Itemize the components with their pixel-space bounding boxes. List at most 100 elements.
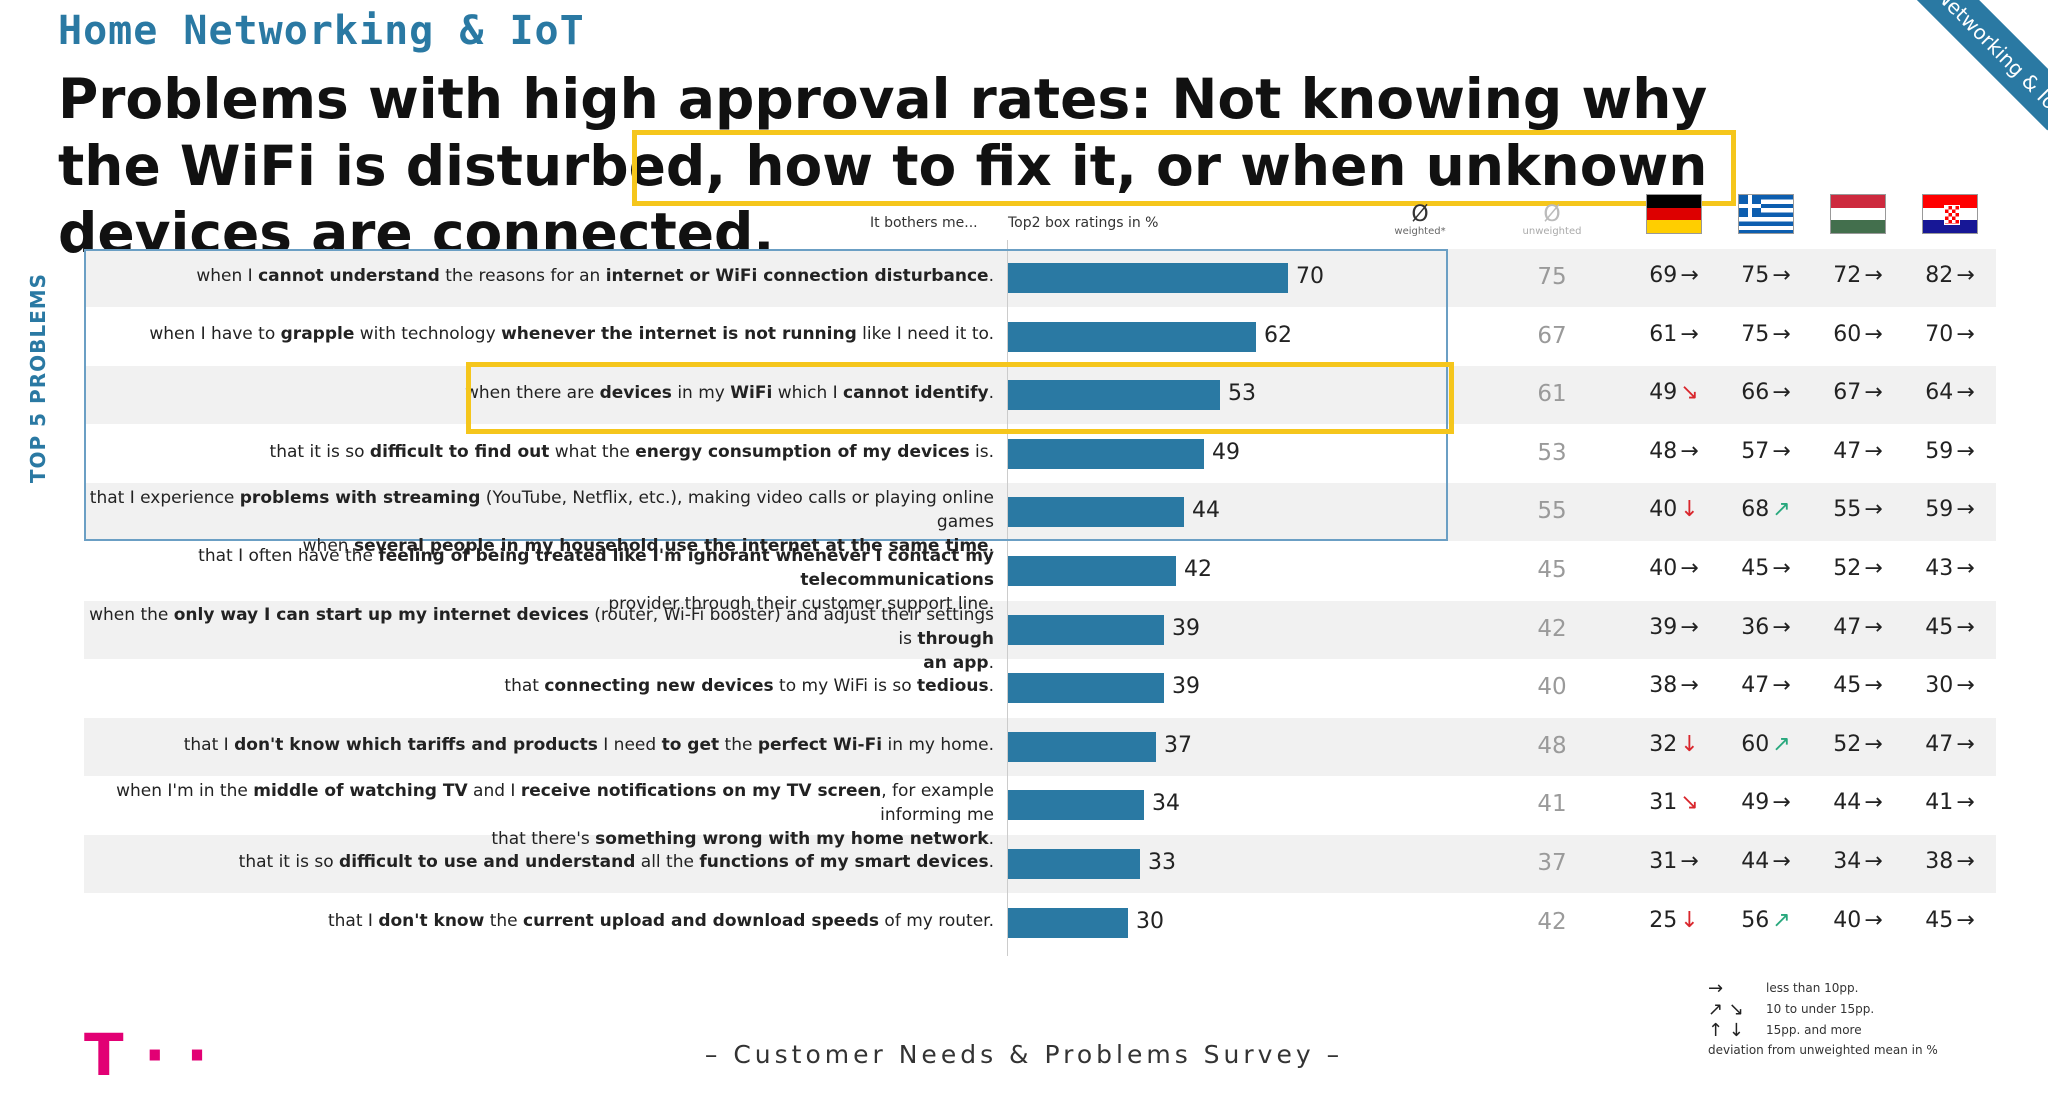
country-value-number: 60 (1741, 731, 1770, 757)
weighted-header: Ø weighted* (1380, 204, 1460, 238)
country-value-number: 69 (1649, 263, 1678, 288)
country-value-number: 45 (1741, 556, 1770, 581)
trend-arrow-icon: → (1956, 263, 1975, 288)
row-label: when I have to grapple with technology w… (149, 324, 994, 344)
country-value-number: 31 (1649, 849, 1678, 874)
unweighted-value: 45 (1537, 557, 1567, 583)
country-value-number: 47 (1833, 614, 1862, 640)
country-value-number: 45 (1925, 907, 1954, 933)
country-value: 75 → (1724, 322, 1808, 347)
country-value-number: 57 (1741, 438, 1770, 464)
country-value: 52 → (1816, 732, 1900, 757)
country-value-number: 52 (1833, 556, 1862, 581)
header-bothers: It bothers me... (870, 215, 978, 231)
trend-arrow-icon: → (1680, 321, 1699, 347)
telekom-logo: T · · (84, 1021, 209, 1089)
trend-arrow-icon: → (1864, 321, 1883, 347)
country-value: 52 → (1816, 556, 1900, 581)
country-value-number: 64 (1925, 380, 1954, 406)
unweighted-label: unweighted (1522, 226, 1582, 237)
bar-value-label: 49 (1212, 439, 1240, 465)
bar-value-label: 39 (1172, 674, 1200, 700)
unweighted-value: 53 (1537, 439, 1567, 466)
legend-note: deviation from unweighted mean in % (1708, 1043, 1938, 1057)
trend-arrow-icon: → (1772, 263, 1791, 288)
country-value-number: 44 (1741, 849, 1770, 874)
country-value: 36 → (1724, 615, 1808, 640)
country-value: 41 → (1908, 790, 1992, 815)
bar-value-label: 62 (1264, 322, 1292, 348)
trend-arrow-icon: → (1956, 731, 1975, 757)
trend-arrow-icon: → (1864, 907, 1883, 933)
trend-arrow-icon: → (1864, 380, 1883, 406)
section-tag: Home Networking & IoT (58, 8, 585, 54)
country-value: 55 → (1816, 497, 1900, 522)
bar (1008, 438, 1204, 469)
trend-arrow-icon: → (1956, 380, 1975, 406)
trend-arrow-icon: → (1956, 438, 1975, 464)
trend-arrow-icon: ↗ (1772, 497, 1791, 523)
trend-arrow-icon: → (1864, 438, 1883, 464)
row-label: when there are devices in my WiFi which … (464, 383, 994, 403)
unweighted-value: 41 (1537, 791, 1567, 818)
country-value-number: 38 (1649, 673, 1678, 699)
country-value: 45 → (1908, 908, 1992, 933)
trend-arrow-icon: → (1864, 497, 1883, 523)
country-value-number: 40 (1649, 497, 1678, 523)
country-value: 45 → (1816, 673, 1900, 698)
country-value: 56 ↗ (1724, 908, 1808, 933)
country-value-number: 70 (1925, 321, 1954, 347)
trend-arrow-icon: → (1956, 849, 1975, 874)
bar (1008, 790, 1144, 821)
country-value: 69 → (1632, 263, 1716, 288)
bar-value-label: 53 (1228, 381, 1256, 407)
legend-moderate-icon: ↗ ↘ (1708, 999, 1744, 1020)
country-value: 59 → (1908, 439, 1992, 464)
bar (1008, 380, 1220, 411)
title-highlight-box (632, 130, 1736, 206)
chart-axis-line (1007, 240, 1008, 956)
country-value-number: 67 (1833, 380, 1862, 406)
country-value: 32 ↓ (1632, 732, 1716, 757)
country-value: 47 → (1816, 439, 1900, 464)
row-label: that I often have the feeling of being t… (198, 546, 994, 614)
trend-arrow-icon: → (1772, 380, 1791, 406)
row-highlight-box (466, 362, 1454, 434)
bar-value-label: 37 (1164, 732, 1192, 758)
trend-arrow-icon: → (1864, 790, 1883, 816)
bar (1008, 263, 1288, 293)
country-value-number: 44 (1833, 790, 1862, 816)
bar-value-label: 33 (1148, 850, 1176, 875)
country-value-number: 43 (1925, 556, 1954, 581)
country-value: 38 → (1632, 673, 1716, 698)
country-value-number: 49 (1741, 790, 1770, 816)
bar (1008, 321, 1256, 352)
country-value: 45 → (1724, 556, 1808, 581)
country-value: 57 → (1724, 439, 1808, 464)
trend-arrow-icon: → (1680, 556, 1699, 581)
bar (1008, 731, 1156, 762)
bar (1008, 907, 1128, 938)
unweighted-value: 42 (1537, 908, 1567, 935)
legend: → less than 10pp. ↗ ↘ 10 to under 15pp. ↑ … (1708, 978, 2008, 1057)
country-value-number: 72 (1833, 263, 1862, 288)
country-value: 47 → (1816, 615, 1900, 640)
country-value: 44 → (1724, 849, 1808, 874)
country-value-number: 49 (1649, 380, 1678, 406)
unweighted-value: 48 (1537, 732, 1567, 759)
country-value: 61 → (1632, 322, 1716, 347)
bar (1008, 849, 1140, 879)
row-label: that connecting new devices to my WiFi i… (504, 676, 994, 696)
country-value-number: 38 (1925, 849, 1954, 874)
weighted-label: weighted* (1394, 226, 1446, 237)
trend-arrow-icon: → (1864, 849, 1883, 874)
row-label: when I'm in the middle of watching TV an… (116, 781, 994, 849)
country-value-number: 32 (1649, 731, 1678, 757)
unweighted-value: 61 (1537, 381, 1567, 408)
bar-value-label: 42 (1184, 557, 1212, 582)
trend-arrow-icon: ↘ (1680, 380, 1699, 406)
bar-value-label: 70 (1296, 264, 1324, 289)
country-value-number: 45 (1833, 673, 1862, 699)
flag-hungary-icon (1830, 194, 1886, 234)
country-value-number: 47 (1741, 673, 1770, 699)
